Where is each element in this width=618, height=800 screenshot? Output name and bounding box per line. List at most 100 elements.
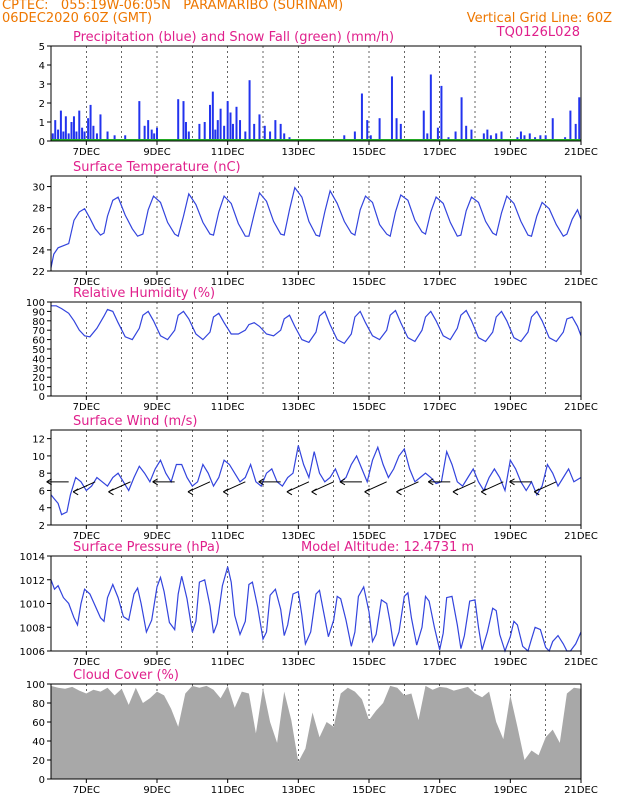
precip-xtick-label: 9DEC <box>143 147 170 158</box>
precip-bar <box>89 104 92 141</box>
humidity-ytick-label: 50 <box>32 345 45 356</box>
cloud-ytick-label: 40 <box>32 737 45 748</box>
panel-temperature <box>47 175 582 275</box>
pressure-xtick-label: 21DEC <box>564 657 598 668</box>
wind-arrow-head <box>152 478 158 486</box>
precip-bar <box>124 135 127 141</box>
precip-bar <box>187 131 190 141</box>
humidity-ytick-label: 40 <box>32 354 45 365</box>
precip-bar <box>138 101 141 141</box>
wind-title: Surface Wind (m/s) <box>73 414 197 429</box>
temperature-xtick-label: 21DEC <box>564 277 598 288</box>
pressure-xtick-label: 11DEC <box>211 657 245 668</box>
precip-xtick-label: 19DEC <box>493 147 527 158</box>
precip-bar <box>113 135 116 141</box>
panel-pressure <box>47 555 582 655</box>
humidity-xtick-label: 9DEC <box>143 402 170 413</box>
precip-bar <box>223 125 226 141</box>
precip-bar <box>231 123 234 141</box>
precip-bar <box>353 131 356 141</box>
humidity-title: Relative Humidity (%) <box>73 286 215 301</box>
precip-bar <box>390 76 393 141</box>
humidity-ytick-label: 20 <box>32 373 45 384</box>
precip-bar <box>209 104 211 141</box>
temperature-title: Surface Temperature (nC) <box>73 160 241 175</box>
precip-bar <box>369 135 372 141</box>
wind-arrow-head <box>509 478 515 486</box>
precip-bar <box>283 133 286 141</box>
precip-xtick-label: 11DEC <box>211 147 245 158</box>
precip-bar <box>143 125 146 141</box>
precip-bar <box>62 131 65 141</box>
precip-bar <box>51 133 54 141</box>
wind-arrow-head <box>108 488 114 496</box>
wind-arrow-head <box>339 478 346 486</box>
wind-series-line <box>50 445 582 516</box>
cloud-ytick-label: 60 <box>32 718 45 729</box>
humidity-xtick-label: 21DEC <box>564 402 598 413</box>
wind-ytick-label: 12 <box>32 435 45 446</box>
pressure-frame <box>50 555 582 652</box>
wind-frame <box>50 429 582 526</box>
precip-ytick-label: 5 <box>39 42 45 53</box>
precip-bar <box>440 85 443 141</box>
precip-bar <box>78 110 81 141</box>
precip-ytick-label: 3 <box>39 80 45 91</box>
precip-bar <box>216 120 219 141</box>
temperature-ytick-label: 28 <box>32 204 45 215</box>
wind-xtick-label: 19DEC <box>493 531 527 542</box>
precip-bar <box>578 97 581 141</box>
wind-xtick-label: 9DEC <box>143 531 170 542</box>
precip-frame <box>50 45 582 142</box>
temperature-xtick-label: 13DEC <box>281 277 315 288</box>
precip-bar <box>239 120 242 141</box>
precip-bar <box>226 101 229 141</box>
precip-ytick-label: 1 <box>39 118 45 129</box>
precip-bar <box>57 129 60 141</box>
wind-xtick-label: 11DEC <box>211 531 245 542</box>
humidity-ytick-label: 90 <box>32 307 45 318</box>
pressure-xtick-label: 13DEC <box>281 657 315 668</box>
wind-ytick-label: 6 <box>39 486 45 497</box>
precip-bar <box>574 123 577 141</box>
precip-xtick-label: 7DEC <box>73 147 100 158</box>
pressure-ytick-label: 1008 <box>20 623 45 634</box>
precip-bar <box>198 123 201 141</box>
precip-bar <box>489 135 492 141</box>
cloud-ytick-label: 100 <box>26 680 45 691</box>
precip-bar <box>544 135 547 141</box>
cloud-xtick-label: 9DEC <box>143 785 170 796</box>
wind-arrow-head <box>396 488 402 496</box>
wind-xtick-label: 15DEC <box>352 531 386 542</box>
precip-ytick-label: 4 <box>39 61 45 72</box>
wind-ytick-label: 2 <box>39 521 45 532</box>
temperature-ytick-label: 26 <box>32 225 45 236</box>
precip-ytick-label: 2 <box>39 99 45 110</box>
precip-bar <box>551 118 554 141</box>
precip-xtick-label: 13DEC <box>281 147 315 158</box>
precip-bar <box>539 135 542 141</box>
cloud-ytick-label: 80 <box>32 699 45 710</box>
precip-bar <box>229 112 232 141</box>
panel-wind <box>46 429 582 529</box>
precip-bar <box>147 120 150 141</box>
precip-bar <box>54 120 57 141</box>
precip-bar <box>214 129 217 141</box>
wind-arrow-head <box>258 478 264 486</box>
precip-bar <box>182 101 185 141</box>
precip-bar <box>523 135 526 141</box>
cloud-xtick-label: 7DEC <box>73 785 100 796</box>
wind-ytick-label: 8 <box>39 469 45 480</box>
precip-bar <box>59 110 62 141</box>
pressure-xtick-label: 15DEC <box>352 657 386 668</box>
precip-bar <box>279 123 282 141</box>
humidity-frame <box>50 301 582 397</box>
humidity-ytick-label: 70 <box>32 326 45 337</box>
precip-bar <box>153 133 156 141</box>
precip-bar <box>67 133 70 141</box>
humidity-ytick-label: 100 <box>26 298 45 309</box>
precip-bar <box>235 106 238 141</box>
precip-bar <box>399 123 402 141</box>
precip-bar <box>360 93 363 141</box>
precip-bar <box>211 91 214 141</box>
